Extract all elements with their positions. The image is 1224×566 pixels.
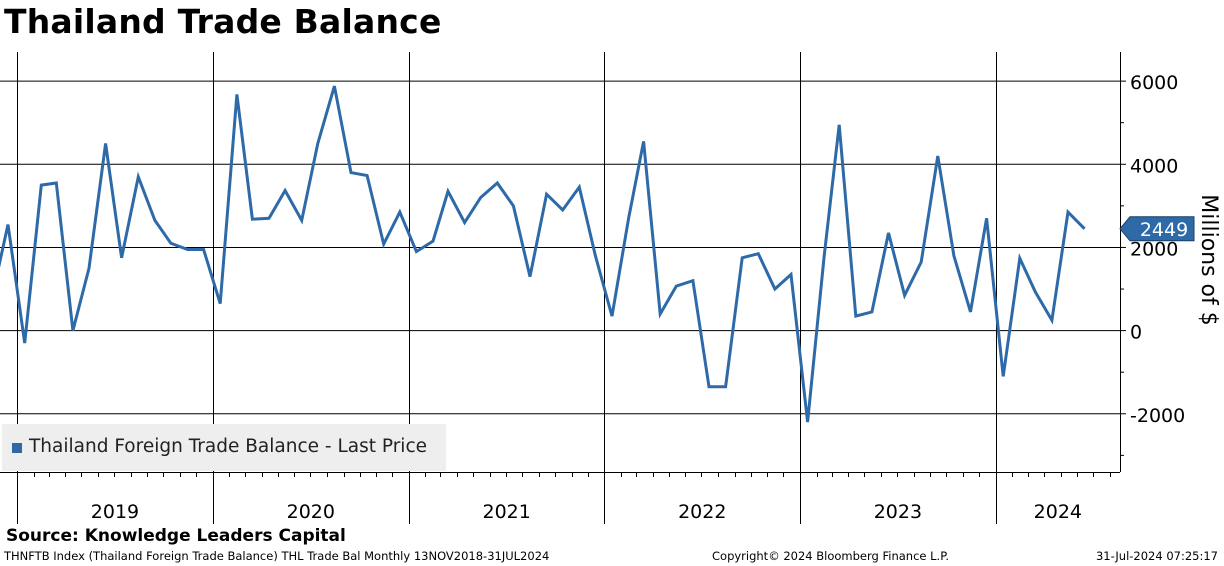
source-note: Source: Knowledge Leaders Capital: [6, 526, 346, 546]
footer-copyright: Copyright© 2024 Bloomberg Finance L.P.: [712, 549, 949, 563]
x-year-label: 2022: [678, 501, 726, 523]
last-value-label: 2449: [1140, 219, 1188, 241]
y-tick-label: -2000: [1130, 405, 1185, 427]
series-layer: 2449: [0, 85, 1195, 423]
x-year-label: 2024: [1034, 501, 1082, 523]
axes: [0, 52, 1126, 477]
legend: [2, 424, 446, 471]
y-axis-title: Millions of $: [1196, 194, 1221, 325]
last-value-tag: [1119, 216, 1195, 242]
x-year-label: 2021: [482, 501, 530, 523]
y-tick-label: 4000: [1130, 155, 1178, 177]
legend-swatch: [12, 443, 22, 453]
y-tick-label: 0: [1130, 322, 1142, 344]
series-line: [0, 85, 1086, 423]
grid-lines: [0, 52, 1120, 524]
x-year-label: 2023: [874, 501, 922, 523]
footer-series-info: THNFTB Index (Thailand Foreign Trade Bal…: [4, 549, 550, 563]
x-year-label: 2020: [287, 501, 335, 523]
chart-title: Thailand Trade Balance: [4, 2, 442, 41]
footer-timestamp: 31-Jul-2024 07:25:17: [1095, 549, 1218, 563]
x-year-label: 2019: [91, 501, 139, 523]
y-tick-label: 2000: [1130, 238, 1178, 260]
y-tick-label: 6000: [1130, 72, 1178, 94]
legend-label: Thailand Foreign Trade Balance - Last Pr…: [29, 436, 427, 457]
tick-labels: 6000 4000 2000 0 -2000 2019 2020 2021 2022 2023 20…: [91, 72, 1221, 523]
